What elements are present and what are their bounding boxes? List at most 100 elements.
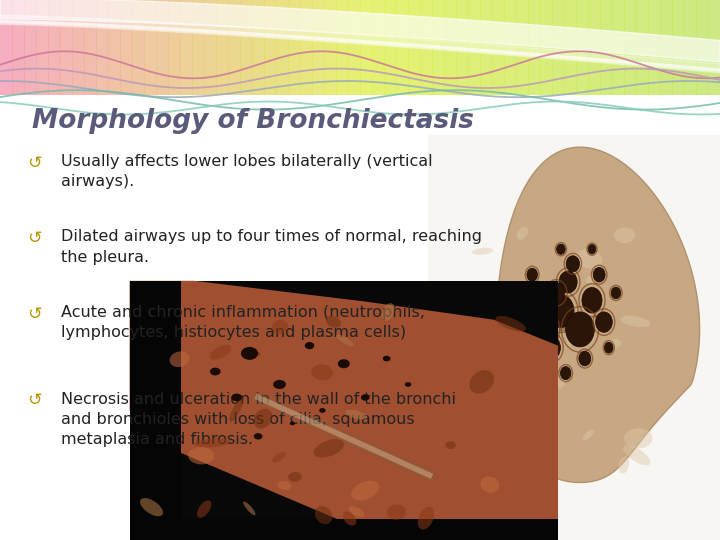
- Bar: [0, 0, 14, 94]
- Ellipse shape: [314, 439, 344, 457]
- Text: Dilated airways up to four times of normal, reaching
the pleura.: Dilated airways up to four times of norm…: [61, 230, 482, 265]
- Bar: [276, 0, 289, 94]
- Ellipse shape: [210, 368, 220, 375]
- Bar: [360, 0, 374, 94]
- Bar: [612, 0, 626, 94]
- Ellipse shape: [325, 316, 341, 328]
- Text: Necrosis and ulceration in the wall of the bronchi
and bronchioles with loss of : Necrosis and ulceration in the wall of t…: [61, 392, 456, 447]
- Text: Usually affects lower lobes bilaterally (vertical
airways).: Usually affects lower lobes bilaterally …: [61, 154, 433, 190]
- Bar: [576, 0, 590, 94]
- Ellipse shape: [319, 408, 325, 413]
- Ellipse shape: [273, 380, 286, 389]
- Polygon shape: [496, 147, 700, 482]
- Text: ↺: ↺: [27, 230, 42, 247]
- Text: ↺: ↺: [27, 154, 42, 172]
- Bar: [252, 0, 266, 94]
- Bar: [708, 0, 720, 94]
- Bar: [130, 281, 181, 540]
- Bar: [48, 0, 61, 94]
- Ellipse shape: [361, 394, 369, 401]
- Bar: [432, 0, 446, 94]
- Ellipse shape: [277, 481, 291, 490]
- Bar: [216, 0, 230, 94]
- Ellipse shape: [288, 472, 302, 482]
- Ellipse shape: [542, 336, 560, 359]
- Bar: [336, 0, 349, 94]
- Ellipse shape: [575, 249, 603, 268]
- Ellipse shape: [517, 227, 528, 240]
- Ellipse shape: [495, 316, 526, 332]
- Ellipse shape: [560, 367, 571, 380]
- Ellipse shape: [311, 364, 333, 380]
- Ellipse shape: [500, 330, 521, 348]
- Ellipse shape: [548, 283, 564, 303]
- Bar: [552, 0, 565, 94]
- Ellipse shape: [445, 441, 456, 449]
- Bar: [660, 0, 673, 94]
- Ellipse shape: [230, 396, 244, 422]
- Ellipse shape: [387, 504, 406, 520]
- Text: Morphology of Bronchiectasis: Morphology of Bronchiectasis: [32, 108, 474, 134]
- Ellipse shape: [620, 315, 650, 327]
- Ellipse shape: [475, 381, 506, 410]
- Bar: [228, 0, 241, 94]
- Bar: [564, 0, 577, 94]
- Bar: [372, 0, 385, 94]
- Bar: [84, 0, 97, 94]
- Bar: [516, 0, 529, 94]
- Ellipse shape: [548, 295, 574, 328]
- Bar: [456, 0, 469, 94]
- Ellipse shape: [614, 227, 635, 243]
- Bar: [696, 0, 709, 94]
- Bar: [324, 0, 338, 94]
- Ellipse shape: [254, 433, 262, 440]
- Ellipse shape: [243, 502, 256, 515]
- Ellipse shape: [188, 447, 215, 464]
- Text: ↺: ↺: [27, 305, 42, 323]
- Ellipse shape: [532, 314, 556, 345]
- Ellipse shape: [338, 359, 350, 368]
- Bar: [300, 0, 313, 94]
- Bar: [108, 0, 122, 94]
- Bar: [684, 0, 698, 94]
- Ellipse shape: [595, 312, 612, 332]
- Ellipse shape: [518, 310, 535, 317]
- Bar: [444, 0, 457, 94]
- Bar: [588, 0, 601, 94]
- Bar: [168, 0, 181, 94]
- Ellipse shape: [194, 438, 231, 448]
- Ellipse shape: [351, 481, 379, 501]
- Bar: [120, 0, 133, 94]
- Ellipse shape: [611, 287, 621, 299]
- Ellipse shape: [604, 342, 613, 353]
- Bar: [144, 0, 158, 94]
- Ellipse shape: [343, 511, 356, 525]
- Ellipse shape: [559, 271, 577, 293]
- Text: Acute and chronic inflammation (neutrophils,
lymphocytes, histiocytes and plasma: Acute and chronic inflammation (neutroph…: [61, 305, 425, 341]
- Bar: [60, 0, 73, 94]
- Bar: [130, 281, 558, 540]
- Ellipse shape: [251, 351, 261, 356]
- Bar: [204, 0, 217, 94]
- Bar: [648, 0, 662, 94]
- Ellipse shape: [231, 394, 242, 401]
- Ellipse shape: [169, 352, 189, 367]
- Bar: [156, 0, 169, 94]
- Bar: [396, 0, 410, 94]
- Bar: [624, 0, 637, 94]
- Ellipse shape: [623, 445, 650, 465]
- Bar: [24, 0, 37, 94]
- Bar: [36, 0, 50, 94]
- Ellipse shape: [618, 456, 629, 474]
- Bar: [480, 0, 493, 94]
- Ellipse shape: [197, 501, 211, 518]
- Bar: [428, 135, 720, 540]
- Ellipse shape: [271, 320, 288, 334]
- Ellipse shape: [241, 347, 258, 360]
- Ellipse shape: [582, 287, 602, 313]
- Bar: [240, 0, 253, 94]
- Bar: [672, 0, 685, 94]
- Bar: [132, 0, 145, 94]
- Bar: [504, 0, 518, 94]
- Ellipse shape: [383, 356, 390, 361]
